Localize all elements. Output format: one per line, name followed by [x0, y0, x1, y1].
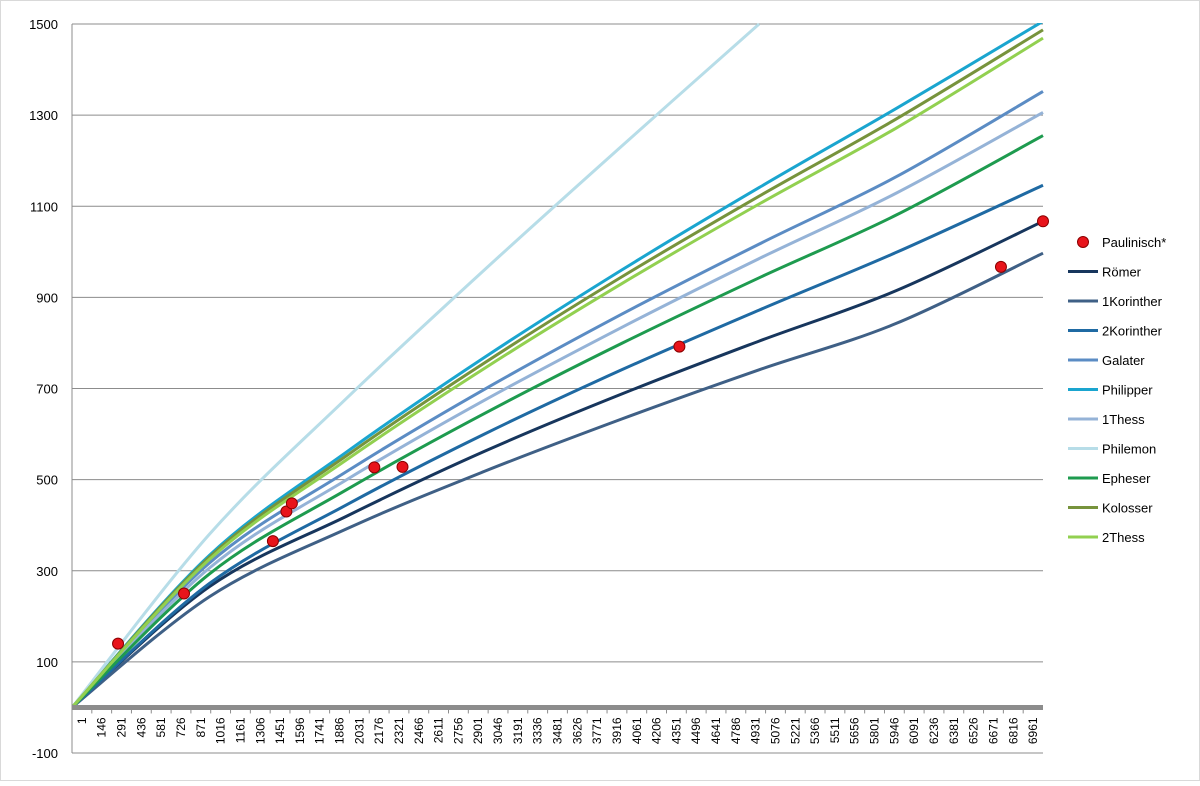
series-line-2thess: [72, 36, 1044, 709]
axes: -100 100 300 500 700 900 1100 1300 1500 1 146 291 43…: [29, 17, 1043, 761]
x-tick-label: 2321: [392, 717, 406, 744]
x-tick-label: 6091: [907, 717, 921, 744]
y-tick-label: 300: [36, 564, 58, 579]
x-tick-label: 1886: [333, 717, 347, 744]
scatter-point: [112, 637, 125, 650]
x-tick-label: 4061: [630, 717, 644, 744]
scatter-point: [280, 505, 293, 518]
series-lines: [72, 23, 1044, 709]
legend-label: 2Korinther: [1102, 324, 1163, 339]
x-tick-label: 5511: [828, 717, 842, 743]
x-tick-label: 6671: [986, 717, 1000, 744]
x-tick-label: 5221: [788, 717, 802, 744]
series-line-epheser: [72, 134, 1044, 709]
legend-label: Kolosser: [1102, 501, 1153, 516]
x-tick-label: 1451: [273, 717, 287, 744]
x-tick-label: 1596: [293, 717, 307, 744]
series-line-1thess: [72, 111, 1044, 709]
legend-label: 1Thess: [1102, 412, 1145, 427]
x-tick-label: 146: [95, 717, 109, 737]
legend-label: 1Korinther: [1102, 294, 1163, 309]
x-tick-label: 5366: [808, 717, 822, 744]
x-tick-label: 6381: [947, 717, 961, 744]
y-tick-label: 1300: [29, 108, 58, 123]
x-tick-label: 4351: [669, 717, 683, 744]
x-tick-label: 2611: [432, 717, 446, 743]
x-tick-label: 1306: [253, 717, 267, 744]
y-tick-label: -100: [32, 746, 58, 761]
x-tick-label: 4496: [689, 717, 703, 744]
x-tick-label: 4786: [729, 717, 743, 744]
legend-label: Philipper: [1102, 383, 1153, 398]
series-line-2korinther: [72, 183, 1044, 709]
x-tick-label: 3626: [570, 717, 584, 744]
legend-label: Römer: [1102, 265, 1142, 280]
series-line-philemon: [72, 23, 761, 709]
legend: Paulinisch* Römer 1Korinther 2Korinther Gala…: [1068, 235, 1166, 545]
series-line-römer: [72, 219, 1044, 709]
series-line-1korinther: [72, 251, 1044, 709]
scatter-point: [368, 461, 381, 474]
scatter-point: [266, 535, 279, 548]
x-tick-label: 2176: [372, 717, 386, 744]
x-tick-label: 3046: [491, 717, 505, 744]
x-tick-label: 3916: [610, 717, 624, 744]
scatter-point: [1037, 215, 1049, 228]
x-tick-label: 6236: [927, 717, 941, 744]
legend-label: 2Thess: [1102, 530, 1145, 545]
x-tick-label: 6816: [1006, 717, 1020, 744]
y-tick-label: 1500: [29, 17, 58, 32]
series-line-kolosser: [72, 28, 1044, 709]
scatter-points: [112, 215, 1049, 650]
x-tick-label: 436: [134, 717, 148, 737]
x-tick-label: 2901: [471, 717, 485, 744]
x-tick-label: 3771: [590, 717, 604, 744]
x-tick-label: 2466: [412, 717, 426, 744]
x-tick-label: 6526: [967, 717, 981, 744]
x-tick-label: 3191: [511, 717, 525, 744]
y-tick-label: 700: [36, 382, 58, 397]
scatter-point: [396, 460, 409, 473]
x-tick-label: 5946: [887, 717, 901, 744]
legend-label: Galater: [1102, 353, 1145, 368]
x-tick-label: 5801: [868, 717, 882, 744]
x-tick-label: 291: [115, 717, 129, 737]
scatter-point: [673, 340, 686, 353]
legend-label: Philemon: [1102, 442, 1156, 457]
legend-label: Paulinisch*: [1102, 235, 1166, 250]
x-tick-label: 4931: [749, 717, 763, 744]
x-tick-label: 4641: [709, 717, 723, 744]
legend-label: Epheser: [1102, 471, 1151, 486]
y-tick-label: 500: [36, 473, 58, 488]
x-tick-label: 6961: [1026, 717, 1040, 744]
scatter-point: [177, 587, 190, 600]
series-line-galater: [72, 90, 1044, 709]
x-tick-label: 2756: [451, 717, 465, 744]
x-tick-label: 2031: [352, 717, 366, 744]
x-tick-label: 1161: [233, 717, 247, 743]
x-tick-label: 1741: [313, 717, 327, 744]
scatter-point: [285, 497, 298, 510]
x-tick-label: 581: [154, 717, 168, 737]
x-tick-label: 871: [194, 717, 208, 737]
x-tick-label: 5076: [768, 717, 782, 744]
x-tick-label: 726: [174, 717, 188, 737]
x-tick-label: 1: [75, 717, 89, 724]
y-tick-label: 100: [36, 655, 58, 670]
y-tick-label: 1100: [30, 199, 58, 214]
x-tick-label: 1016: [214, 717, 228, 744]
y-tick-label: 900: [36, 290, 58, 305]
x-tick-label: 3336: [531, 717, 545, 744]
x-tick-label: 4206: [650, 717, 664, 744]
x-tick-label: 3481: [551, 717, 565, 744]
x-tick-label: 5656: [848, 717, 862, 744]
scatter-point: [994, 260, 1007, 273]
legend-marker: [1077, 236, 1089, 248]
